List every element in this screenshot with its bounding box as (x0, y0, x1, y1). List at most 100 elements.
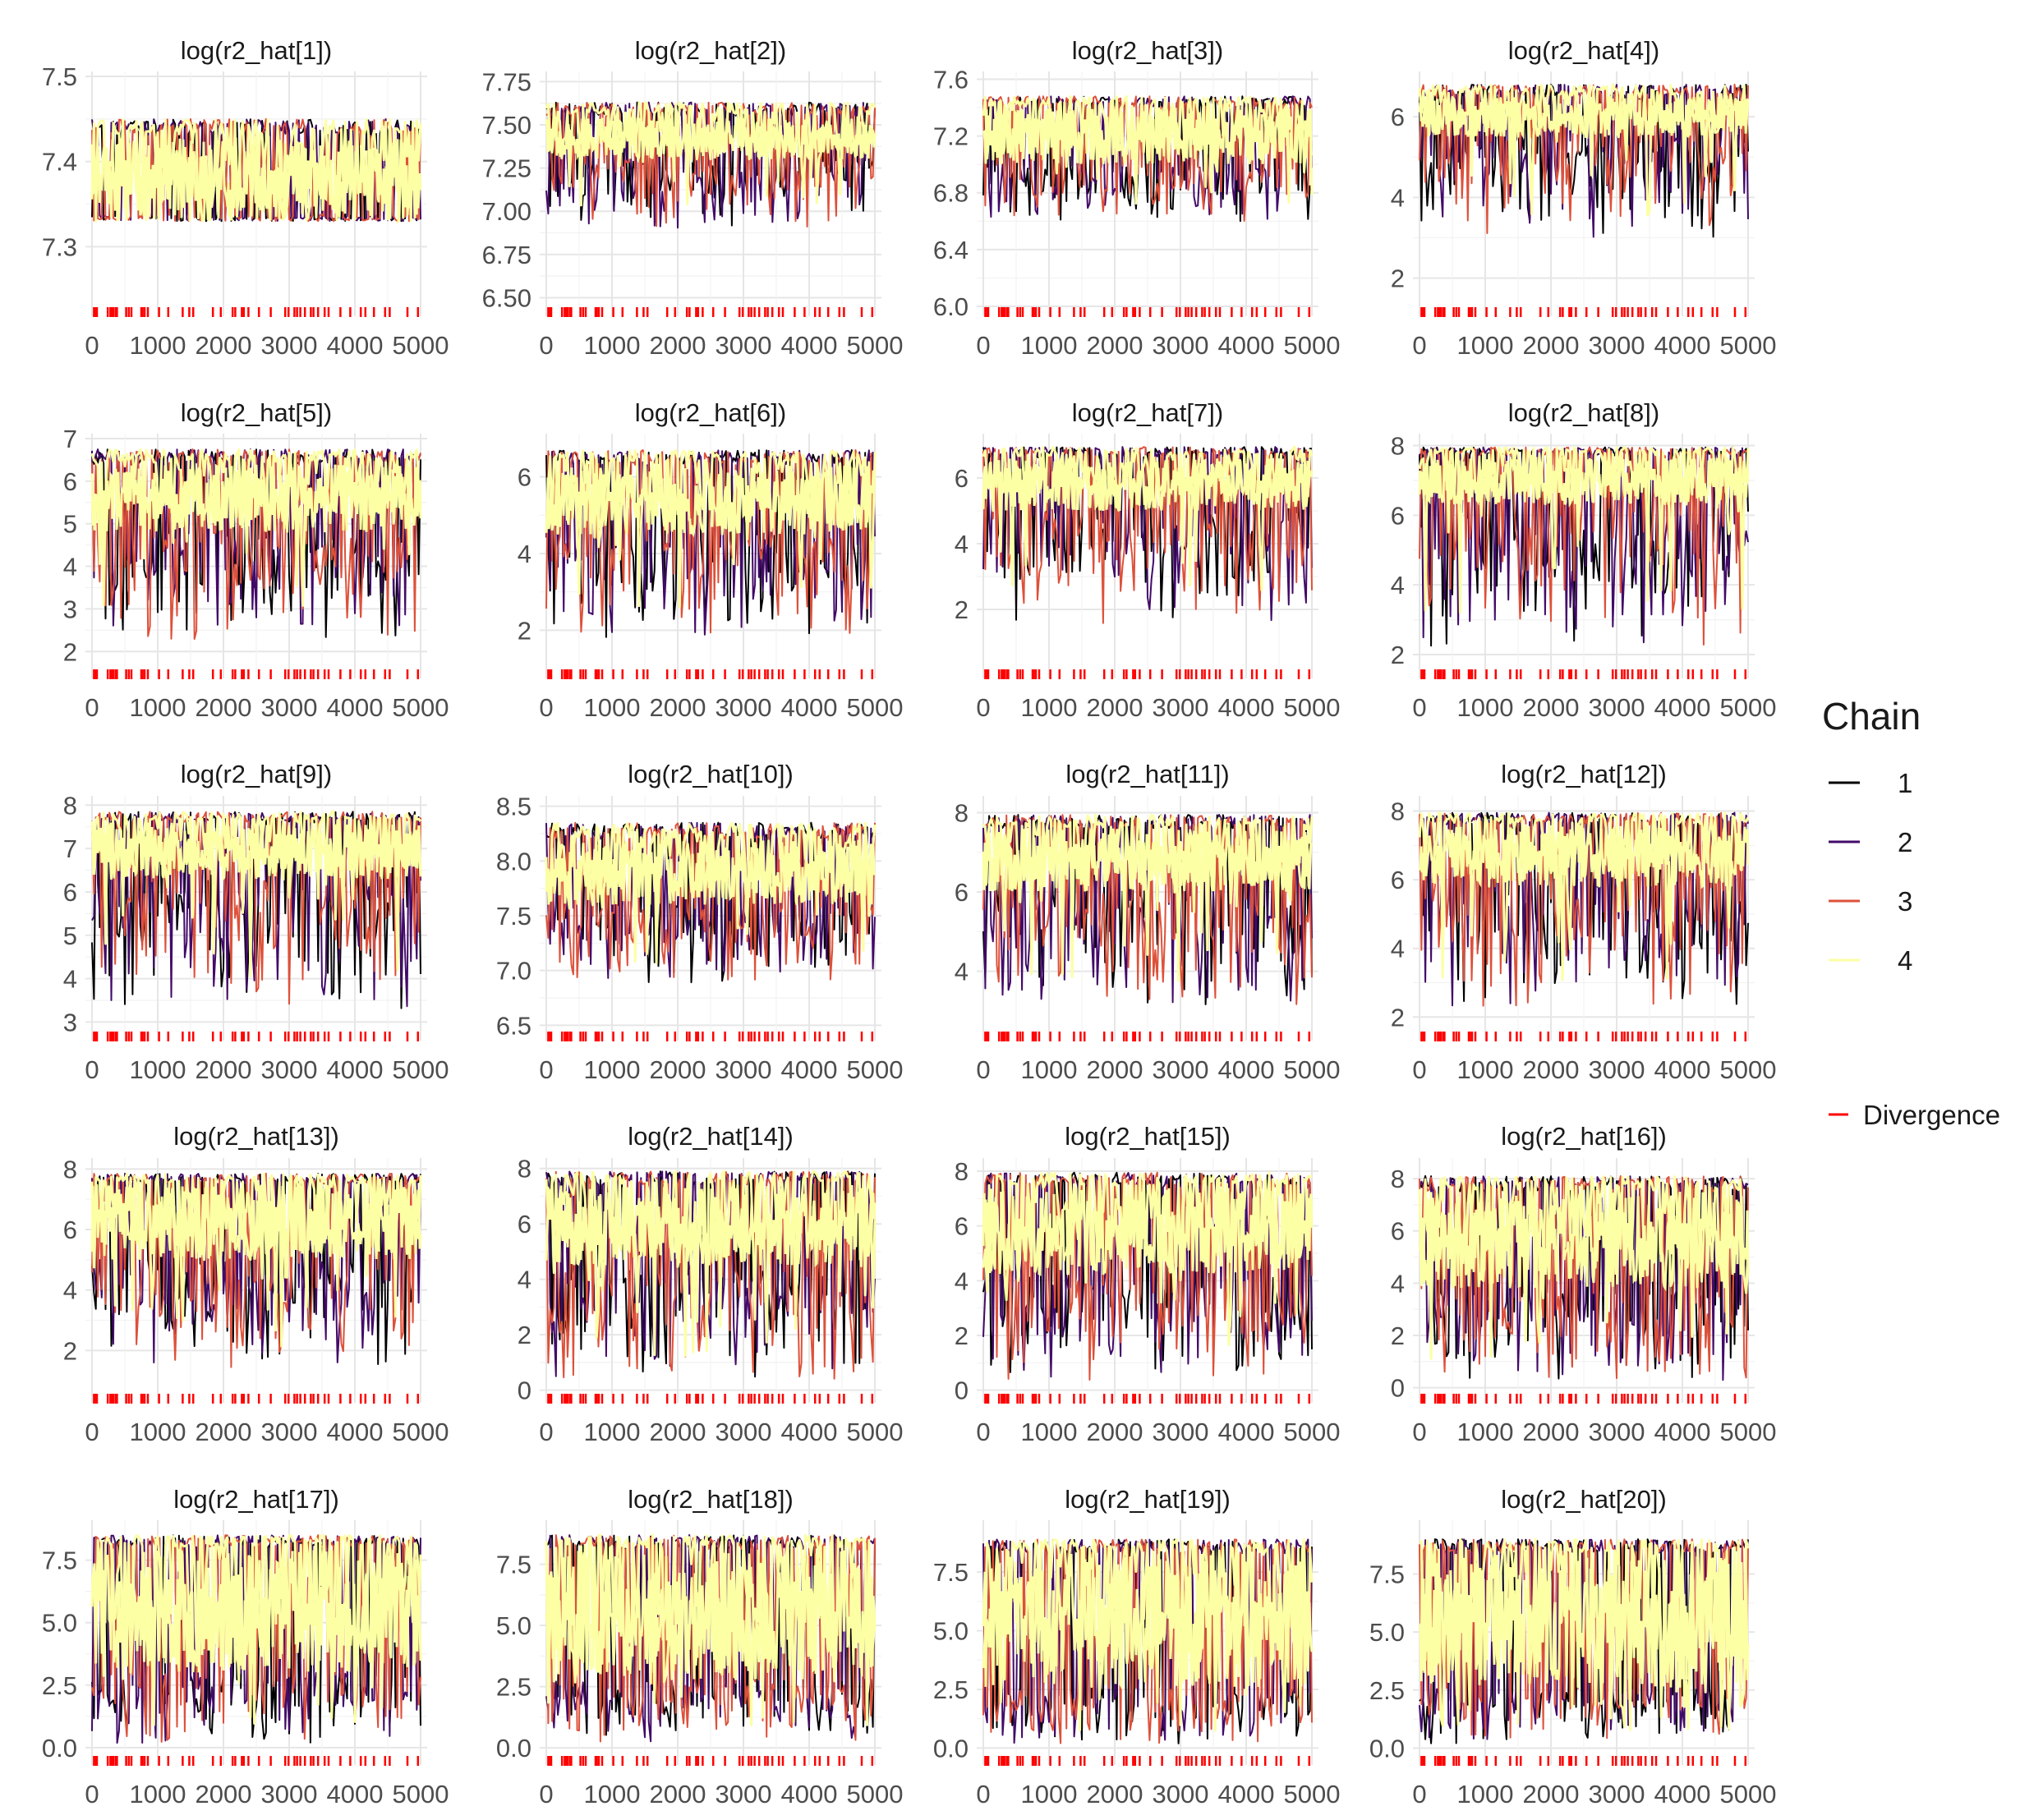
trace-chain-4-core (982, 453, 1314, 512)
x-tick-label: 3000 (716, 1055, 772, 1084)
y-tick-label: 8 (1391, 431, 1405, 460)
x-tick-label: 4000 (781, 693, 838, 722)
x-tick-label: 1000 (1021, 1055, 1078, 1084)
x-tick-label: 3000 (1153, 1055, 1209, 1084)
x-tick-label: 3000 (261, 1418, 318, 1446)
x-tick-label: 2000 (1523, 1418, 1580, 1446)
x-tick-label: 4000 (1654, 693, 1711, 722)
x-tick-label: 2000 (1087, 1055, 1143, 1084)
y-tick-label: 3 (63, 595, 77, 623)
y-tick-label: 7.5 (42, 62, 77, 91)
trace-chain-4-core (545, 465, 877, 538)
divergence-rug (547, 1394, 874, 1404)
trace-chain-4-core (545, 1549, 877, 1680)
panel-5: 2 3 4 5 6 7 0 1000 2000 3000 4000 5000 log(r2_hat[5]… (63, 398, 449, 722)
x-tick-label: 2000 (1523, 1055, 1580, 1084)
x-tick-label: 1000 (130, 331, 186, 360)
y-tick-label: 6 (1391, 1217, 1405, 1246)
x-tick-label: 2000 (650, 1418, 706, 1446)
legend: Chain 1 2 3 4 Divergence (1822, 695, 2000, 1130)
divergence-rug (1420, 1032, 1747, 1041)
trace-chain-4-core (982, 1553, 1314, 1691)
trace-lines (1418, 1537, 1750, 1744)
x-tick-label: 4000 (1218, 1780, 1275, 1809)
x-tick-label: 0 (976, 1780, 990, 1809)
x-tick-label: 3000 (1153, 1780, 1209, 1809)
x-tick-label: 4000 (327, 1418, 384, 1446)
trace-chain-4-core (982, 1187, 1314, 1276)
legend-label-divergence: Divergence (1863, 1100, 2000, 1130)
y-tick-label: 6.75 (482, 241, 531, 269)
x-tick-label: 0 (976, 1418, 990, 1446)
y-tick-label: 2 (1391, 264, 1405, 293)
x-tick-label: 1000 (1457, 693, 1514, 722)
trace-chain-4 (982, 445, 1314, 591)
trace-chain-3 (91, 811, 421, 1005)
y-tick-label: 8 (63, 1155, 77, 1183)
divergence-rug (1420, 669, 1747, 679)
x-tick-label: 5000 (393, 693, 449, 722)
x-tick-label: 5000 (1284, 331, 1341, 360)
panel-17: 0.0 2.5 5.0 7.5 0 1000 2000 3000 4000 5000 log(r2_… (42, 1485, 449, 1809)
x-tick-label: 1000 (130, 1055, 186, 1084)
x-tick-label: 0 (539, 1780, 553, 1809)
y-tick-label: 7.00 (482, 197, 531, 226)
y-tick-label: 7.5 (1369, 1560, 1405, 1588)
panel-14: 0 2 4 6 8 0 1000 2000 3000 4000 5000 log(r2_hat[14]… (518, 1122, 904, 1446)
trace-lines (90, 1533, 422, 1744)
panel-title: log(r2_hat[19]) (1065, 1485, 1231, 1514)
x-tick-label: 0 (85, 1055, 99, 1084)
y-tick-label: 5.0 (496, 1611, 531, 1640)
panel-title: log(r2_hat[9]) (181, 760, 332, 788)
y-tick-label: 2 (1391, 641, 1405, 669)
x-tick-label: 4000 (1654, 331, 1711, 360)
x-tick-label: 1000 (130, 1780, 186, 1809)
x-tick-label: 5000 (847, 1418, 904, 1446)
x-tick-label: 2000 (196, 331, 252, 360)
panel-title: log(r2_hat[2]) (635, 36, 786, 65)
x-tick-label: 5000 (847, 693, 904, 722)
panel-19: 0.0 2.5 5.0 7.5 0 1000 2000 3000 4000 5000 log(r2_… (933, 1485, 1341, 1809)
x-tick-label: 4000 (1218, 331, 1275, 360)
y-tick-label: 6 (955, 1212, 969, 1241)
trace-chain-4-core (1418, 1192, 1750, 1292)
y-tick-label: 2 (1391, 1003, 1405, 1032)
panel-7: 2 4 6 0 1000 2000 3000 4000 5000 log(r2_hat[7]) (955, 398, 1341, 722)
divergence-rug (984, 1032, 1311, 1041)
y-tick-label: 4 (63, 553, 77, 581)
x-tick-label: 3000 (1153, 331, 1209, 360)
y-tick-label: 7 (63, 425, 77, 453)
trace-chain-3 (982, 446, 1313, 624)
x-tick-label: 2000 (1087, 1418, 1143, 1446)
trace-chain-3 (1419, 446, 1749, 646)
y-tick-label: 6 (1391, 103, 1405, 131)
x-tick-label: 1000 (130, 1418, 186, 1446)
trace-chain-4-core (90, 822, 422, 882)
y-tick-label: 3 (63, 1008, 77, 1036)
x-tick-label: 5000 (1720, 693, 1777, 722)
y-tick-label: 2 (1391, 1321, 1405, 1350)
x-tick-label: 0 (539, 693, 553, 722)
x-tick-label: 5000 (1284, 1055, 1341, 1084)
x-tick-label: 0 (85, 331, 99, 360)
trace-chain-3 (545, 101, 876, 228)
trace-lines (982, 1537, 1314, 1744)
divergence-rug (1420, 1756, 1747, 1766)
trace-lines (1418, 811, 1750, 1007)
trace-lines (982, 813, 1314, 1005)
y-tick-label: 4 (518, 1266, 531, 1294)
legend-label-chain-2: 2 (1898, 827, 1912, 857)
trace-chain-4-core (90, 1183, 422, 1260)
x-tick-label: 0 (85, 1780, 99, 1809)
x-tick-label: 5000 (393, 331, 449, 360)
y-tick-label: 0.0 (42, 1734, 77, 1763)
y-tick-label: 0 (1391, 1374, 1405, 1403)
panel-title: log(r2_hat[8]) (1508, 398, 1659, 427)
panel-2: 6.50 6.75 7.00 7.25 7.50 7.75 0 1000 2000 3000 400… (482, 36, 904, 360)
y-tick-label: 7.3 (42, 232, 77, 261)
panel-3: 6.0 6.4 6.8 7.2 7.6 0 1000 2000 3000 4000 5000 log(… (933, 36, 1341, 360)
y-tick-label: 8 (955, 1157, 969, 1186)
x-tick-label: 3000 (1589, 1055, 1645, 1084)
y-tick-label: 6 (518, 1210, 531, 1239)
